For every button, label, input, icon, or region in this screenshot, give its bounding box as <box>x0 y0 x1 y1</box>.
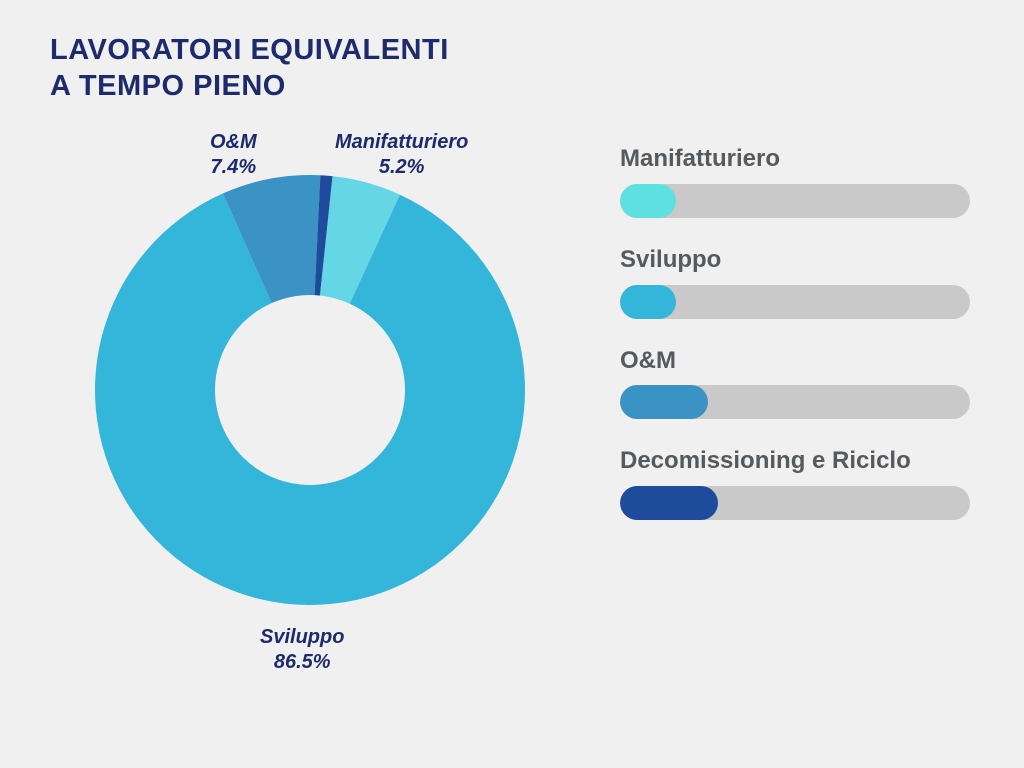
legend-label: Manifatturiero <box>620 145 980 174</box>
slice-name: Manifatturiero <box>335 131 468 153</box>
legend-pill <box>620 385 970 419</box>
legend-item-om: O&M <box>620 347 980 420</box>
legend-label: Sviluppo <box>620 246 980 275</box>
legend-item-sviluppo: Sviluppo <box>620 246 980 319</box>
slice-name: O&M <box>210 131 257 153</box>
donut-chart-area: Manifatturiero 5.2% O&M 7.4% Sviluppo 86… <box>60 130 560 750</box>
legend-pill-fill <box>620 385 708 419</box>
page-title: LAVORATORI EQUIVALENTI A TEMPO PIENO <box>50 32 449 105</box>
legend-label: Decomissioning e Riciclo <box>620 447 980 476</box>
legend-pill-fill <box>620 285 676 319</box>
slice-label-om: O&M 7.4% <box>210 130 257 180</box>
legend-pill-fill <box>620 486 718 520</box>
legend-label: O&M <box>620 347 980 376</box>
slice-label-manifatturiero: Manifatturiero 5.2% <box>335 130 468 180</box>
title-line1: LAVORATORI EQUIVALENTI <box>50 32 449 68</box>
slice-pct: 7.4% <box>211 156 257 178</box>
legend-item-manifatturiero: Manifatturiero <box>620 145 980 218</box>
slice-label-sviluppo: Sviluppo 86.5% <box>260 625 344 675</box>
donut-svg <box>90 170 530 610</box>
slice-pct: 5.2% <box>379 156 425 178</box>
title-line2: A TEMPO PIENO <box>50 68 449 104</box>
legend-pill <box>620 486 970 520</box>
slice-pct: 86.5% <box>274 651 331 673</box>
legend-pill <box>620 285 970 319</box>
donut-hole <box>215 295 405 485</box>
legend-item-decomissioning: Decomissioning e Riciclo <box>620 447 980 520</box>
legend-pill <box>620 184 970 218</box>
slice-name: Sviluppo <box>260 626 344 648</box>
legend: Manifatturiero Sviluppo O&M Decomissioni… <box>620 145 980 548</box>
legend-pill-fill <box>620 184 676 218</box>
donut-chart: Manifatturiero 5.2% O&M 7.4% Sviluppo 86… <box>90 170 530 610</box>
